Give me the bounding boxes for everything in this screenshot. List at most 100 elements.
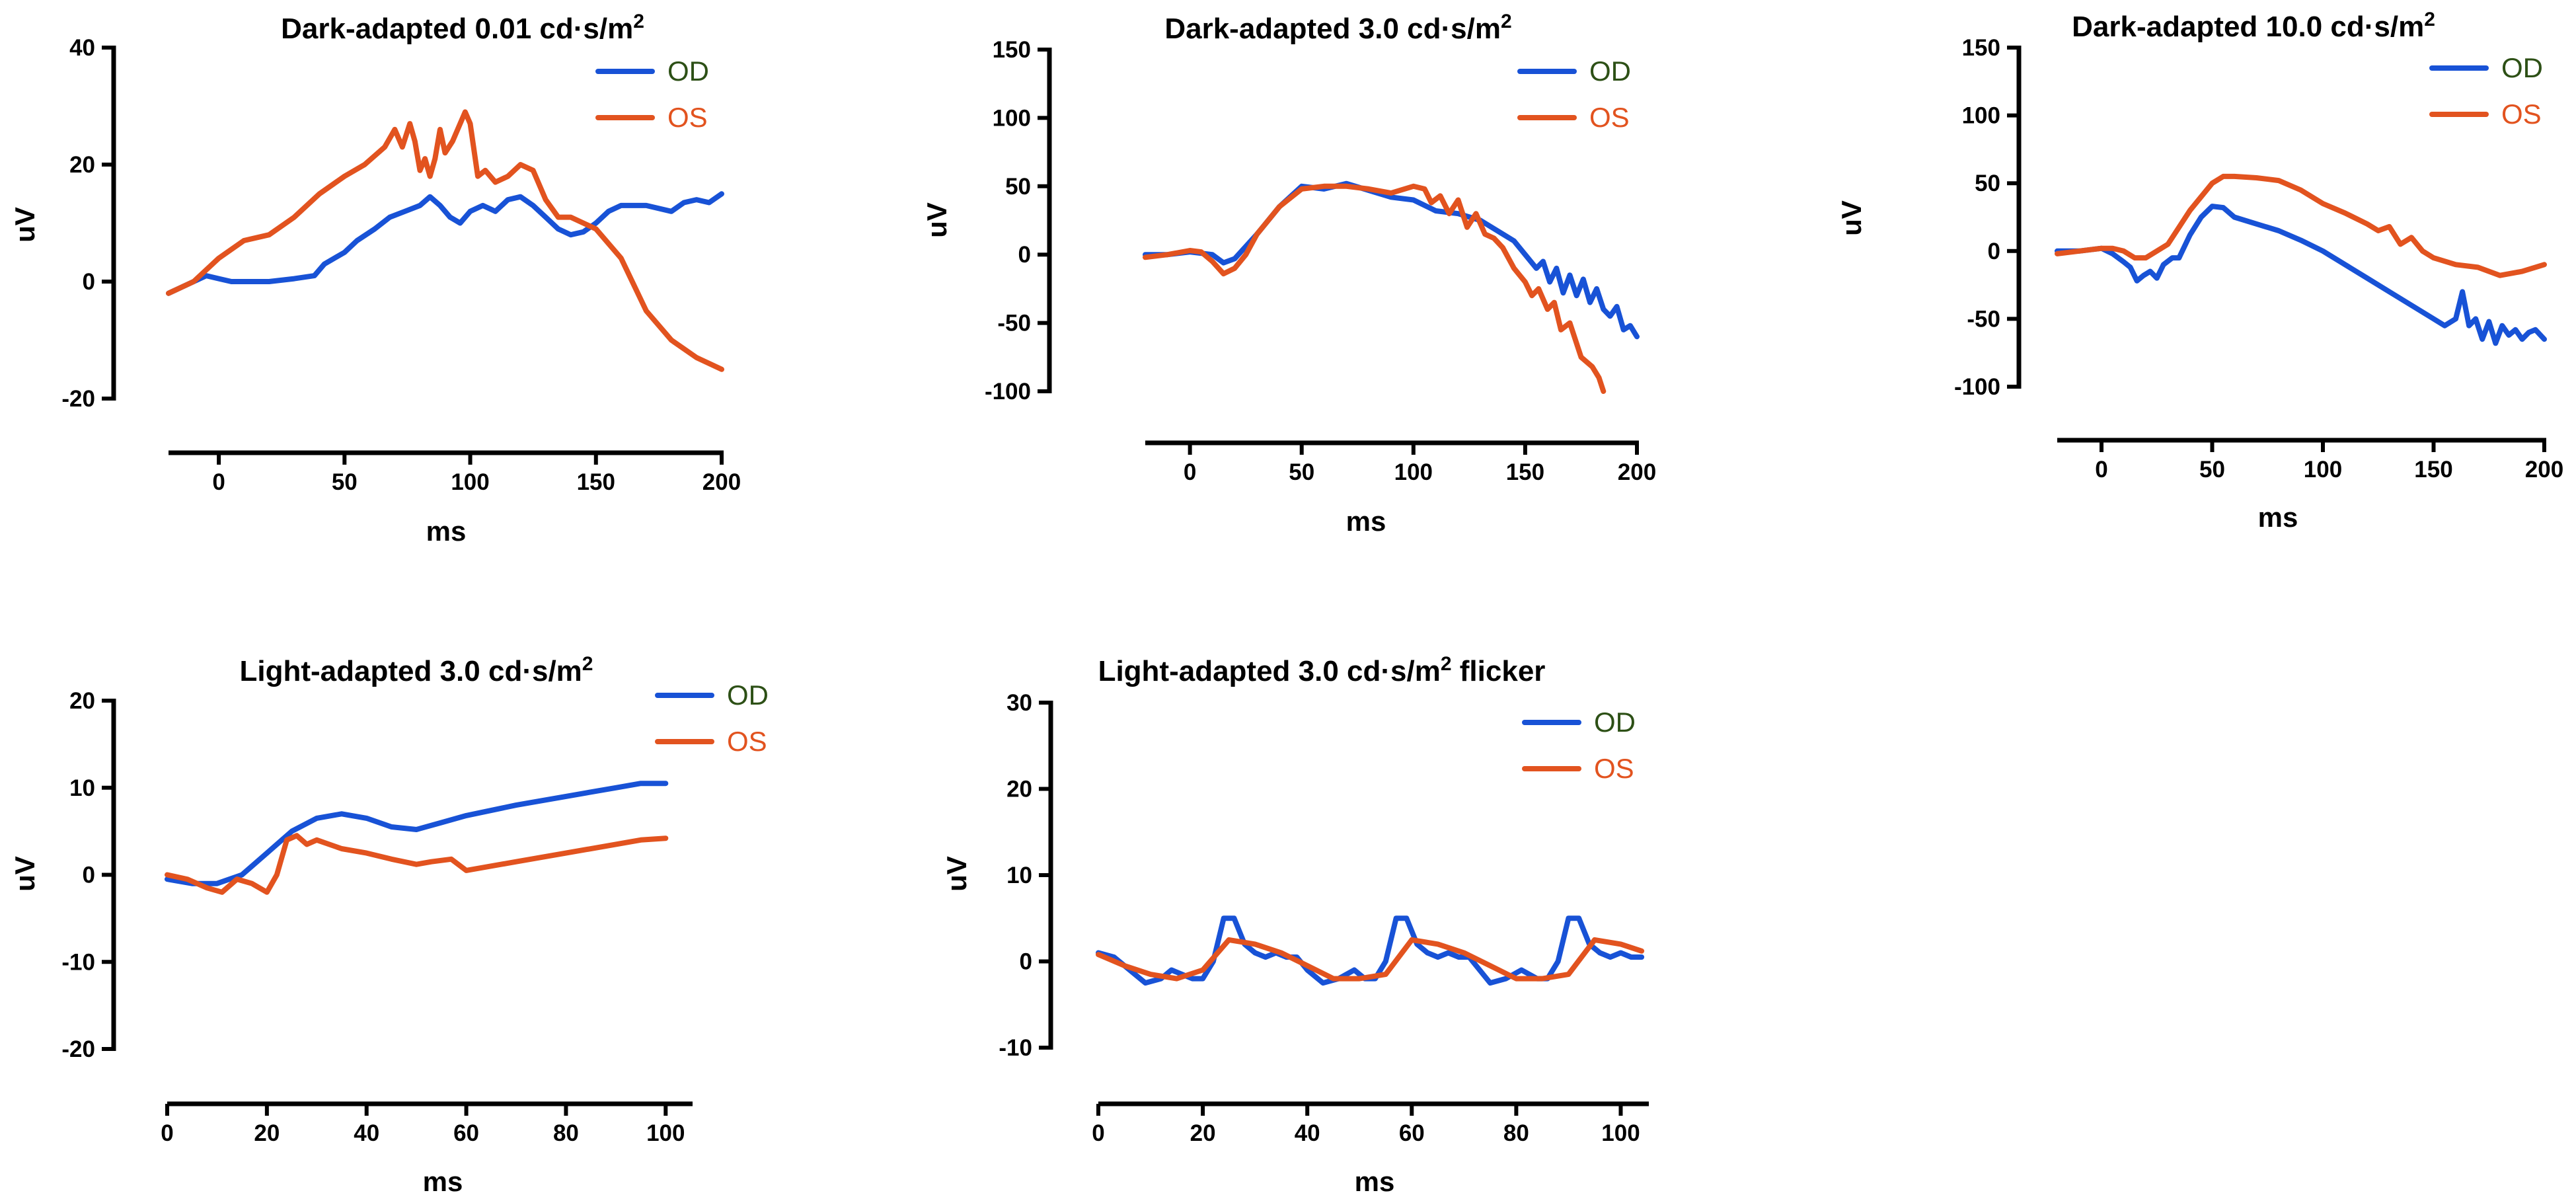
series-line-od [1096,915,1645,986]
legend-label: OD [1589,56,1631,87]
x-tick-label: 20 [254,1120,280,1146]
x-tick-label: 0 [1184,459,1196,485]
chart-title: Dark-adapted 0.01 cd·s/m2 [281,11,644,45]
y-tick-label: 20 [69,688,95,714]
chart-panel-4: Light-adapted 3.0 cd·s/m2 -20 -10 0 10 20 0 20 4… [9,653,769,1197]
series-line-os [1143,183,1607,394]
y-tick-label: 100 [1962,103,2000,129]
x-tick-label: 40 [1295,1120,1320,1146]
y-tick-label: -20 [61,1036,95,1062]
x-tick-label: 0 [1092,1120,1104,1146]
chart-panel-3: Dark-adapted 10.0 cd·s/m2 -100 -50 0 50 100 15… [1836,9,2563,533]
chart-panel-1: Dark-adapted 0.01 cd·s/m2 -20 0 20 40 0 50 100 1… [9,11,741,547]
x-tick-label: 200 [2525,457,2563,483]
x-tick-label: 100 [646,1120,685,1146]
y-tick-label: 40 [69,35,95,61]
x-tick-label: 60 [1399,1120,1425,1146]
y-axis-label: uV [921,202,952,238]
series-line-od [166,191,724,296]
x-tick-label: 200 [1618,459,1656,485]
x-tick-label: 100 [1394,459,1433,485]
x-tick-label: 50 [332,469,358,495]
y-axis-label: uV [9,207,40,243]
legend-label: OD [727,679,769,711]
y-tick-label: 10 [1006,863,1032,888]
y-tick-label: 150 [993,37,1031,63]
x-axis-label: ms [423,1166,463,1197]
chart-title: Light-adapted 3.0 cd·s/m2 [240,653,593,687]
chart-title: Light-adapted 3.0 cd·s/m2 flicker [1098,653,1546,687]
y-tick-label: -100 [985,379,1031,405]
legend-item-od: OD [2429,52,2543,83]
y-tick-label: -10 [61,949,95,975]
x-tick-label: 50 [1289,459,1314,485]
series-line-od [1143,180,1640,340]
legend-item-os: OS [655,726,767,757]
y-tick-label: -100 [1954,374,2000,400]
y-axis-label: uV [1836,200,1867,236]
legend-item-os: OS [595,102,708,133]
y-tick-label: 100 [993,105,1031,131]
chart-title: Dark-adapted 10.0 cd·s/m2 [2072,9,2435,43]
legend-item-od: OD [655,679,769,711]
legend-label: OS [727,726,767,757]
x-tick-label: 0 [161,1120,173,1146]
y-tick-label: -10 [999,1035,1032,1061]
legend-item-od: OD [1517,56,1631,87]
legend-label: OS [1594,753,1634,784]
legend-item-os: OS [2429,98,2542,130]
y-tick-label: 150 [1962,35,2000,61]
x-tick-label: 20 [1190,1120,1216,1146]
y-tick-label: 0 [83,863,95,888]
x-tick-label: 100 [2304,457,2342,483]
series-line-od [2055,204,2547,346]
x-tick-label: 150 [577,469,615,495]
x-tick-label: 0 [2095,457,2107,483]
chart-title: Dark-adapted 3.0 cd·s/m2 [1164,11,1511,45]
series-line-od [165,781,669,886]
legend-label: OD [2501,52,2543,83]
x-axis-label: ms [2258,502,2298,533]
legend-item-od: OD [595,56,709,87]
y-tick-label: -50 [1967,306,2000,332]
series-line-os [165,833,669,895]
legend-item-os: OS [1517,102,1630,133]
legend-label: OD [667,56,709,87]
x-axis-label: ms [426,516,467,547]
x-tick-label: 200 [702,469,741,495]
x-tick-label: 150 [2414,457,2452,483]
x-tick-label: 80 [553,1120,579,1146]
y-tick-label: 0 [1988,239,2000,264]
y-tick-label: 0 [83,269,95,295]
legend-label: OS [667,102,708,133]
x-tick-label: 0 [212,469,225,495]
y-tick-label: 0 [1020,949,1032,975]
legend-item-os: OS [1522,753,1634,784]
chart-panel-2: Dark-adapted 3.0 cd·s/m2 -100 -50 0 50 100 150… [921,11,1656,537]
y-axis-label: uV [9,856,40,892]
legend-label: OS [1589,102,1630,133]
series-line-os [166,109,724,372]
x-tick-label: 150 [1506,459,1544,485]
legend-label: OS [2501,98,2542,130]
x-tick-label: 40 [354,1120,379,1146]
x-tick-label: 50 [2199,457,2225,483]
y-tick-label: 50 [1005,174,1031,200]
y-tick-label: 0 [1018,242,1031,268]
x-tick-label: 100 [1601,1120,1640,1146]
legend-label: OD [1594,707,1636,738]
y-tick-label: 50 [1975,171,2000,196]
y-tick-label: -50 [997,311,1031,336]
y-tick-label: 10 [69,775,95,801]
series-line-os [1096,937,1645,982]
x-tick-label: 60 [453,1120,479,1146]
x-tick-label: 80 [1503,1120,1529,1146]
chart-panel-5: Light-adapted 3.0 cd·s/m2 flicker -10 0 10 2… [941,653,1649,1197]
y-tick-label: 30 [1006,690,1032,716]
y-tick-label: 20 [1006,777,1032,802]
x-axis-label: ms [1355,1166,1395,1197]
y-tick-label: -20 [61,386,95,412]
x-axis-label: ms [1346,506,1386,537]
series-line-os [2055,173,2547,278]
